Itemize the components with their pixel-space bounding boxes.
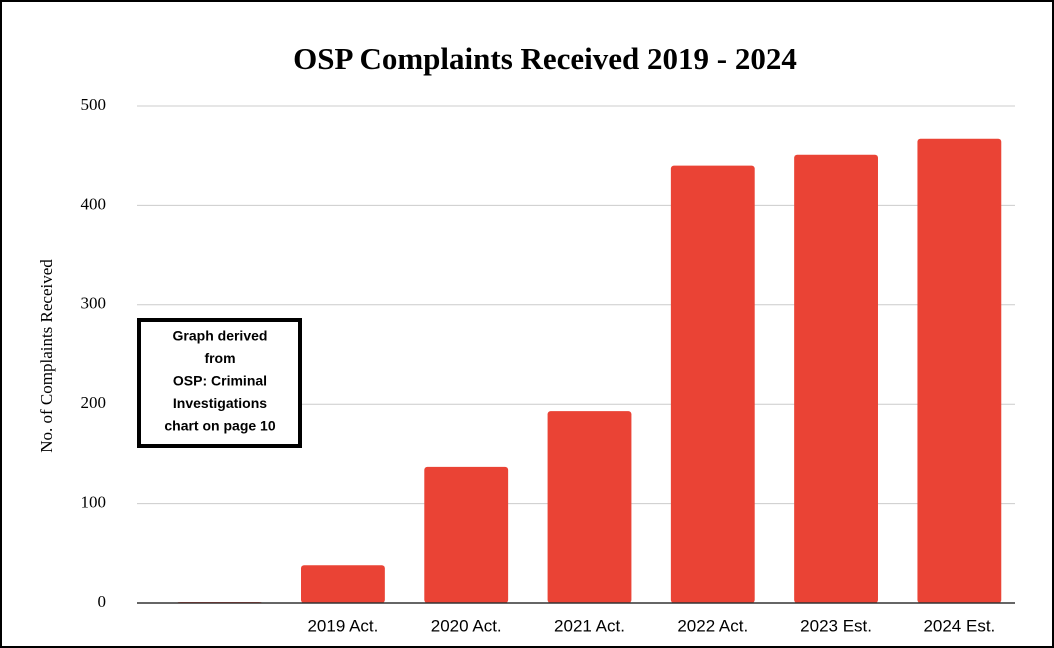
bar xyxy=(301,565,385,603)
annotation-line: OSP: Criminal xyxy=(173,373,267,389)
bar xyxy=(424,466,509,603)
annotation-line: chart on page 10 xyxy=(164,418,275,434)
bar xyxy=(794,154,878,603)
y-axis-label: No. of Complaints Received xyxy=(37,259,56,453)
x-tick-label: 2021 Act. xyxy=(554,616,625,635)
x-tick-label: 2024 Est. xyxy=(923,616,995,635)
bar xyxy=(547,411,632,603)
annotation-line: from xyxy=(204,350,235,366)
x-tick-label: 2022 Act. xyxy=(677,616,748,635)
annotation-line: Graph derived xyxy=(173,328,268,344)
y-tick-label: 200 xyxy=(81,393,107,412)
y-tick-label: 500 xyxy=(81,95,107,114)
annotation-box xyxy=(137,318,302,448)
x-tick-label: 2019 Act. xyxy=(307,616,378,635)
y-tick-label: 0 xyxy=(98,592,107,611)
bar xyxy=(917,138,1002,603)
y-tick-label: 100 xyxy=(81,493,107,512)
chart-title: OSP Complaints Received 2019 - 2024 xyxy=(293,41,797,76)
annotation-line: Investigations xyxy=(173,395,267,411)
y-tick-label: 400 xyxy=(81,194,107,213)
bar xyxy=(670,165,755,603)
x-tick-label: 2020 Act. xyxy=(431,616,502,635)
x-tick-label: 2023 Est. xyxy=(800,616,872,635)
y-tick-label: 300 xyxy=(81,294,107,313)
